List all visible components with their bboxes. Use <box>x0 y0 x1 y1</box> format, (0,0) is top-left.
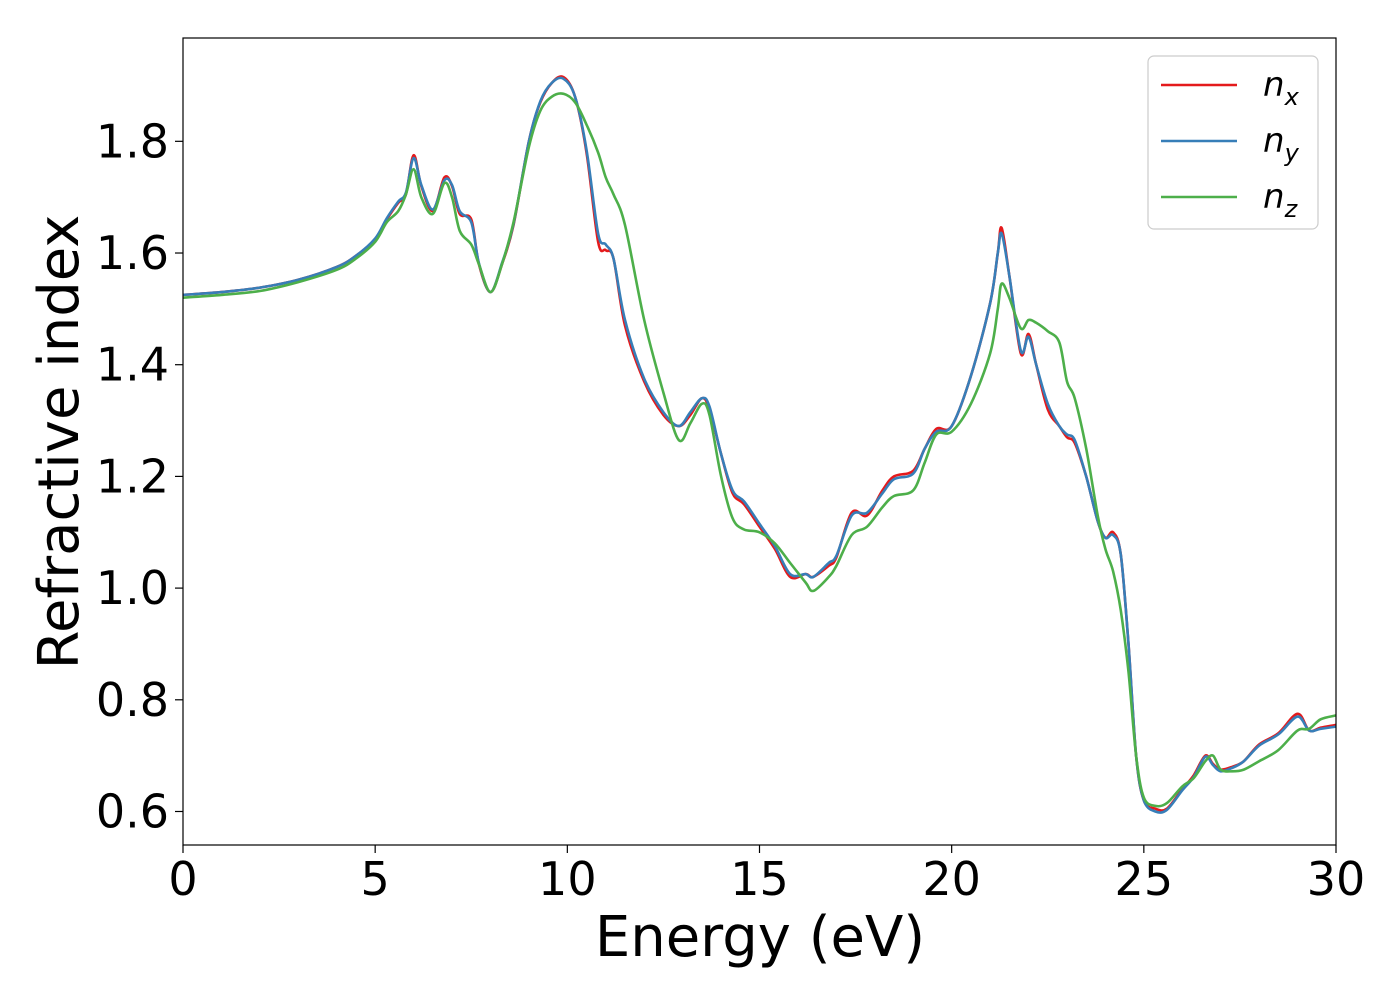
y-axis-label: Refractive index <box>27 215 92 670</box>
series-line-nz <box>182 92 1337 808</box>
y-tick-label: 1.4 <box>96 338 169 392</box>
y-tick-label: 1.0 <box>96 561 169 615</box>
legend-label-nz: nz <box>1263 177 1299 223</box>
y-tick-label: 1.2 <box>96 449 169 503</box>
y-tick-label: 0.6 <box>96 784 169 838</box>
x-tick-label: 0 <box>168 852 197 906</box>
x-axis-label: Energy (eV) <box>595 905 925 970</box>
x-tick-label: 25 <box>1115 852 1174 906</box>
x-axis: 0 5 10 15 20 25 30 <box>168 845 1365 906</box>
plot-lines <box>182 75 1337 814</box>
x-tick-label: 15 <box>730 852 789 906</box>
x-tick-label: 30 <box>1307 852 1366 906</box>
x-tick-label: 20 <box>922 852 981 906</box>
y-tick-label: 0.8 <box>96 673 169 727</box>
legend-box <box>1147 55 1319 230</box>
x-tick-label: 5 <box>361 852 390 906</box>
y-tick-label: 1.6 <box>96 226 169 280</box>
y-axis: 0.6 0.8 1.0 1.2 1.4 1.6 1.8 <box>96 114 183 838</box>
y-tick-label: 1.8 <box>96 114 169 168</box>
x-tick-label: 10 <box>538 852 597 906</box>
